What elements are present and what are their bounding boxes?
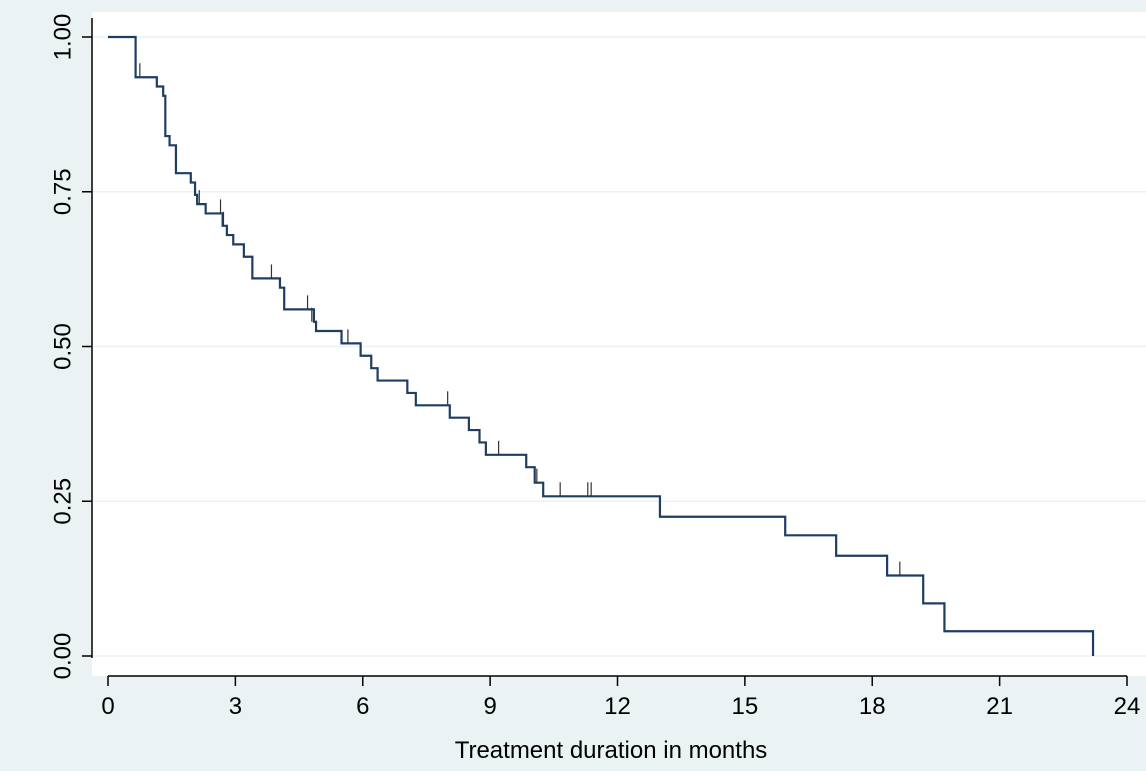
x-tick-label-6: 18: [859, 693, 886, 720]
y-tick-label-4: 1.00: [49, 14, 76, 61]
x-tick-label-4: 12: [604, 693, 631, 720]
x-tick-label-1: 3: [229, 693, 242, 720]
x-tick-label-8: 24: [1114, 693, 1141, 720]
grid-lines: [92, 36, 1146, 657]
y-tick-label-1: 0.25: [49, 478, 76, 525]
y-axis-ticks: 0.00 0.25 0.50 0.75 1.00: [49, 14, 92, 680]
x-tick-label-2: 6: [356, 693, 369, 720]
x-axis-label: Treatment duration in months: [455, 737, 768, 764]
x-tick-label-5: 15: [732, 693, 759, 720]
survival-curve-line: [108, 35, 1095, 656]
plot-background: [92, 12, 1146, 676]
y-tick-label-0: 0.00: [49, 633, 76, 680]
x-tick-label-0: 0: [101, 693, 114, 720]
x-tick-label-7: 21: [986, 693, 1013, 720]
censor-marks: [139, 63, 901, 576]
x-axis-ticks: 0 3 6 9 12 15 18 21 24: [101, 676, 1140, 720]
y-tick-label-3: 0.75: [49, 168, 76, 215]
y-tick-label-2: 0.50: [49, 323, 76, 370]
x-tick-label-3: 9: [483, 693, 496, 720]
